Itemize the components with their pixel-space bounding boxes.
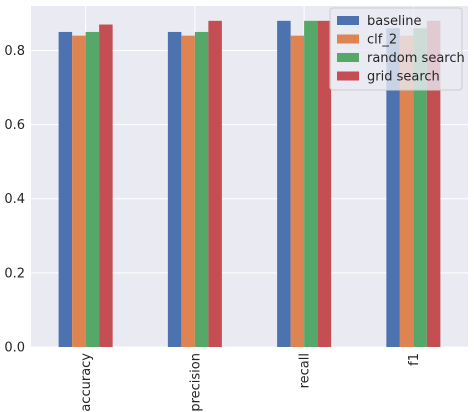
x-tick-label: accuracy xyxy=(79,353,94,412)
x-tick-label: f1 xyxy=(407,353,422,366)
bar-random-search-f1 xyxy=(413,28,427,347)
x-tick-label: precision xyxy=(188,353,203,412)
bar-baseline-f1 xyxy=(386,28,400,347)
bar-grid-search-precision xyxy=(208,20,222,348)
bar-clf_2-precision xyxy=(181,35,195,348)
legend-box xyxy=(329,7,463,91)
bar-random-search-precision xyxy=(194,31,209,348)
y-tick-label: 0.4 xyxy=(4,192,25,207)
legend-label: random search xyxy=(367,51,465,66)
legend-swatch xyxy=(337,71,359,81)
x-axis: accuracy precision recall f1 xyxy=(79,353,422,412)
bar-clf_2-recall xyxy=(290,35,305,348)
legend-swatch xyxy=(337,34,359,44)
bar-grid-search-recall xyxy=(317,20,332,348)
y-tick-label: 0.0 xyxy=(4,341,25,356)
bars xyxy=(58,20,441,348)
bar-grid-search-f1 xyxy=(426,20,441,348)
legend-label: grid search xyxy=(367,70,440,85)
y-tick-label: 0.6 xyxy=(4,118,25,133)
y-tick-label: 0.2 xyxy=(4,266,25,281)
bar-baseline-accuracy xyxy=(58,31,73,348)
legend-label: baseline xyxy=(367,14,421,29)
legend-label: clf_2 xyxy=(367,33,397,48)
bar-random-search-accuracy xyxy=(85,31,100,348)
legend-swatch xyxy=(337,16,359,25)
x-tick-label: recall xyxy=(298,353,313,388)
bar-grid-search-accuracy xyxy=(99,24,113,348)
bar-random-search-recall xyxy=(304,20,318,348)
bar-clf_2-f1 xyxy=(399,35,414,348)
y-axis: 0.0 0.2 0.4 0.6 0.8 xyxy=(4,44,25,356)
bar-baseline-recall xyxy=(277,20,291,348)
bar-clf_2-accuracy xyxy=(72,35,86,348)
y-tick-label: 0.8 xyxy=(4,44,25,59)
legend-swatch xyxy=(337,53,359,62)
bar-baseline-precision xyxy=(167,31,182,348)
